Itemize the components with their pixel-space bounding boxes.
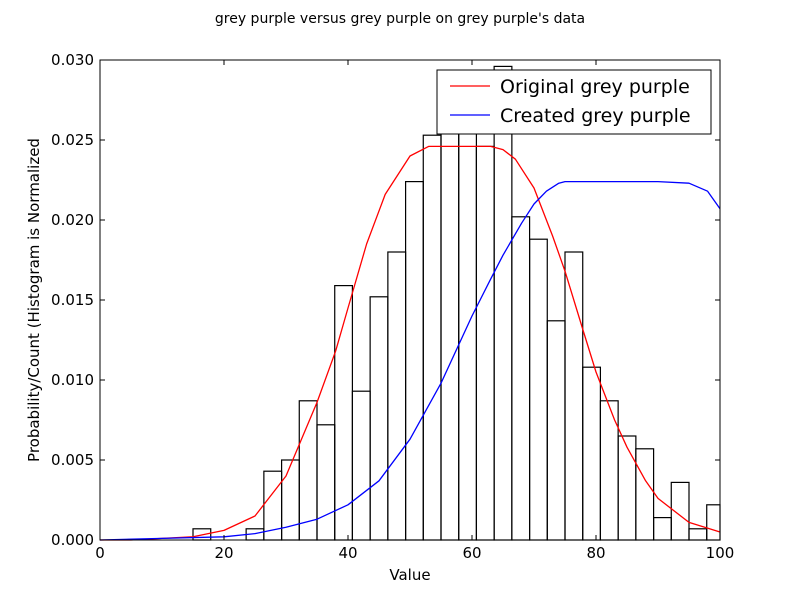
legend-label-created: Created grey purple bbox=[500, 105, 691, 127]
y-tick-label: 0.030 bbox=[51, 51, 94, 69]
series-line-original bbox=[100, 145, 721, 541]
x-tick-label: 40 bbox=[338, 544, 357, 562]
y-axis-label: Probability/Count (Histogram is Normaliz… bbox=[25, 138, 43, 462]
histogram-bar bbox=[546, 320, 566, 541]
legend-frame bbox=[436, 69, 712, 135]
x-tick-label: 100 bbox=[706, 544, 735, 562]
histogram-bar bbox=[298, 400, 318, 541]
histogram-bar bbox=[404, 181, 424, 541]
histogram bbox=[192, 65, 721, 541]
histogram-bar bbox=[617, 435, 637, 541]
legend-label-original: Original grey purple bbox=[500, 76, 690, 98]
histogram-bar bbox=[688, 528, 708, 541]
y-tick-label: 0.005 bbox=[51, 451, 94, 469]
x-axis-label: Value bbox=[389, 566, 430, 584]
histogram-bar bbox=[652, 516, 672, 541]
x-tick-label: 80 bbox=[586, 544, 605, 562]
histogram-bar bbox=[493, 65, 513, 541]
fit-curves bbox=[99, 145, 721, 541]
y-tick-label: 0.015 bbox=[51, 291, 94, 309]
histogram-bar bbox=[511, 216, 531, 541]
histogram-bar bbox=[475, 145, 495, 541]
histogram-bar bbox=[458, 116, 478, 541]
chart-title: grey purple versus grey purple on grey p… bbox=[215, 11, 585, 27]
histogram-bar bbox=[351, 390, 371, 541]
histogram-bar bbox=[422, 134, 442, 541]
histogram-bar bbox=[440, 107, 460, 541]
x-tick-label: 0 bbox=[95, 544, 105, 562]
series-line-created bbox=[99, 180, 721, 541]
histogram-bar bbox=[582, 366, 602, 541]
histogram-bar bbox=[528, 238, 548, 541]
histogram-bar bbox=[387, 251, 407, 541]
histogram-bar bbox=[369, 296, 389, 541]
x-tick-label: 60 bbox=[462, 544, 481, 562]
y-tick-label: 0.010 bbox=[51, 371, 94, 389]
histogram-bar bbox=[564, 251, 584, 541]
histogram-bar bbox=[706, 504, 721, 541]
legend: Original grey purple Created grey purple bbox=[436, 69, 712, 135]
x-axis-ticks: 0 20 40 60 80 100 bbox=[95, 60, 734, 562]
y-tick-label: 0.000 bbox=[51, 531, 94, 549]
histogram-bar bbox=[635, 448, 655, 541]
y-tick-label: 0.025 bbox=[51, 131, 94, 149]
y-tick-label: 0.020 bbox=[51, 211, 94, 229]
histogram-bar bbox=[316, 424, 336, 541]
x-tick-label: 20 bbox=[214, 544, 233, 562]
y-axis-ticks: 0.000 0.005 0.010 0.015 0.020 0.025 0.030 bbox=[51, 51, 720, 549]
